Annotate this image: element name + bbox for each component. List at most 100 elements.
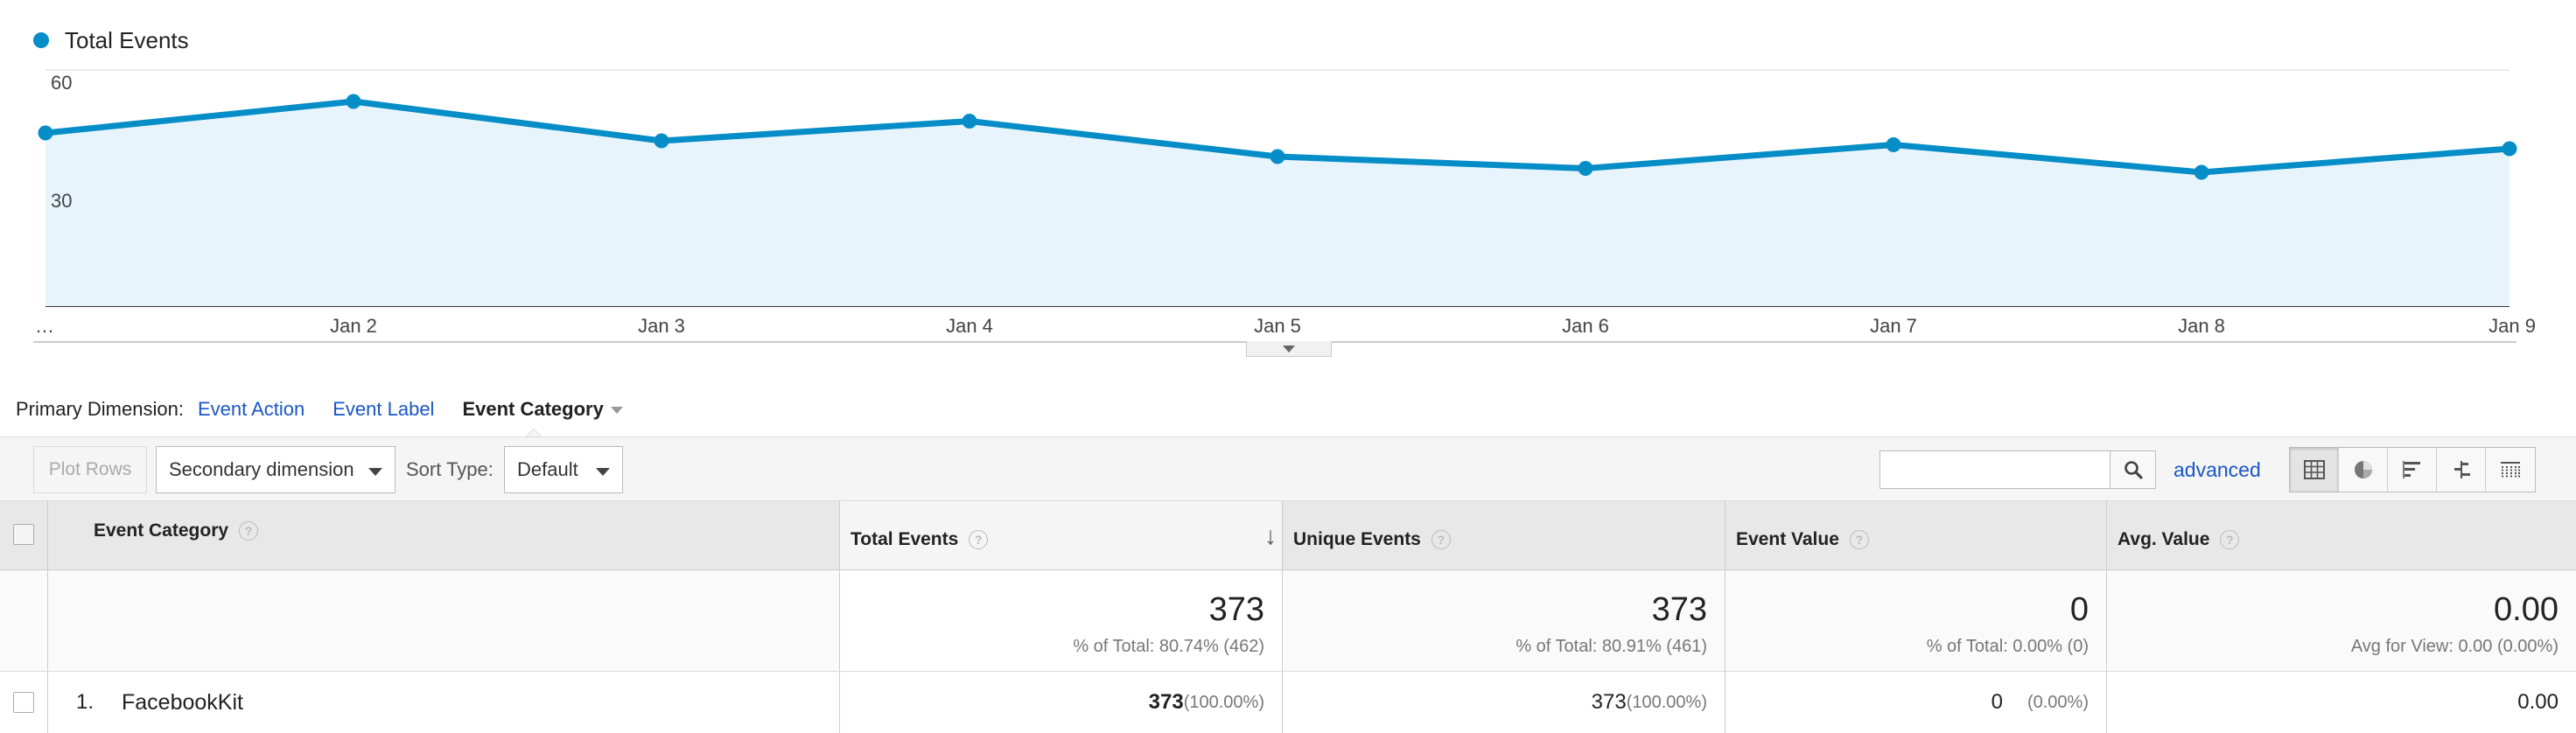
row-unique-events-value: 373	[1591, 690, 1627, 714]
x-tick-label-3: Jan 4	[946, 315, 993, 337]
header-dimension-cell[interactable]: Event Category ?	[48, 501, 840, 569]
caret-down-icon	[368, 468, 382, 476]
view-toggle-group	[2289, 447, 2536, 492]
help-icon[interactable]: ?	[969, 529, 989, 549]
y-tick-label-30: 30	[51, 190, 72, 212]
x-tick-label-8: Jan 9	[2488, 315, 2536, 337]
plot-rows-button[interactable]: Plot Rows	[33, 446, 147, 493]
row-unique-events-pct: (100.00%)	[1626, 692, 1707, 712]
totals-event-value-cell: 0 % of Total: 0.00% (0)	[1726, 570, 2107, 671]
header-event-category[interactable]: Event Category ?	[94, 496, 259, 565]
x-tick-label-7: Jan 8	[2178, 315, 2225, 337]
advanced-filter-link[interactable]: advanced	[2174, 457, 2261, 481]
row-dimension-cell: 1. FacebookKit	[48, 672, 840, 733]
chevron-down-icon	[1283, 345, 1295, 353]
chart-collapse-toggle[interactable]	[1246, 341, 1332, 357]
legend-label: Total Events	[65, 26, 189, 53]
legend-color-dot	[33, 32, 49, 48]
header-event-value-label: Event Value	[1736, 528, 1839, 549]
totals-total-events-value: 373	[1208, 591, 1264, 628]
data-point-5[interactable]	[1578, 161, 1593, 176]
header-total-events-label: Total Events	[850, 528, 959, 549]
table-view-icon	[2303, 460, 2325, 479]
data-point-6[interactable]	[1886, 137, 1901, 152]
data-point-2[interactable]	[654, 133, 669, 149]
data-point-1[interactable]	[346, 94, 361, 109]
sort-descending-icon[interactable]: ↓	[1264, 522, 1277, 549]
help-icon[interactable]: ?	[1431, 529, 1451, 549]
table-search	[1880, 450, 2110, 489]
primary-dimension-bar: Primary Dimension: Event Action Event La…	[16, 395, 623, 423]
y-tick-label-60: 60	[51, 72, 72, 94]
row-unique-events: 373 (100.00%)	[1592, 672, 1707, 733]
row-checkbox[interactable]	[13, 692, 34, 713]
row-index: 1.	[76, 690, 94, 714]
totals-total-events-cell: 373 % of Total: 80.74% (462)	[840, 570, 1283, 671]
help-icon[interactable]: ?	[239, 520, 259, 541]
sort-type-label: Sort Type:	[406, 458, 494, 480]
totals-unique-events-cell: 373 % of Total: 80.91% (461)	[1283, 570, 1726, 671]
explorer-table: Event Category ? Total Events ? ↓ Unique…	[0, 501, 2576, 733]
header-unique-events[interactable]: Unique Events ?	[1293, 505, 1451, 574]
x-tick-label-5: Jan 6	[1562, 315, 1609, 337]
performance-view-icon	[2402, 461, 2420, 478]
header-unique-events-cell[interactable]: Unique Events ?	[1283, 501, 1726, 569]
row-dimension-link[interactable]: FacebookKit	[122, 689, 243, 715]
row-event-value: 0 (0.00%)	[1992, 672, 2089, 733]
table-row: 1. FacebookKit 373 (100.00%) 373 (100.00%)…	[0, 672, 2576, 733]
chart-canvas: 60 30 … Jan 2 Jan 3 Jan 4 Jan 5 Jan 6 Jan 7 Jan …	[33, 69, 2536, 343]
header-avg-value[interactable]: Avg. Value ?	[2118, 505, 2240, 574]
header-total-events-cell[interactable]: Total Events ? ↓	[840, 501, 1283, 569]
x-tick-label-2: Jan 3	[638, 315, 685, 337]
totals-unique-events-value: 373	[1651, 591, 1707, 628]
pivot-view-icon	[2501, 462, 2520, 478]
row-total-events-pct: (100.00%)	[1183, 692, 1264, 712]
sort-type-select[interactable]: Default	[504, 446, 623, 493]
row-event-value-pct: (0.00%)	[2026, 692, 2089, 712]
data-point-7[interactable]	[2194, 164, 2209, 180]
pivot-view-button[interactable]	[2486, 448, 2535, 492]
totals-event-value-value: 0	[2069, 591, 2089, 628]
row-total-events: 373 (100.00%)	[1149, 672, 1264, 733]
data-point-0[interactable]	[38, 125, 53, 141]
row-event-value-cell: 0 (0.00%)	[1726, 672, 2107, 733]
header-event-value-cell[interactable]: Event Value ?	[1726, 501, 2107, 569]
row-avg-value: 0.00	[2517, 672, 2558, 733]
table-view-button[interactable]	[2290, 448, 2339, 492]
table-search-input[interactable]	[1880, 450, 2110, 489]
search-icon	[2124, 461, 2143, 479]
header-avg-value-cell[interactable]: Avg. Value ?	[2107, 501, 2576, 569]
comparison-view-button[interactable]	[2437, 448, 2486, 492]
line-chart: 60 30 … Jan 2 Jan 3 Jan 4 Jan 5 Jan 6 Jan 7 Jan …	[0, 0, 2576, 357]
secondary-dimension-label: Secondary dimension	[169, 458, 354, 480]
header-event-value[interactable]: Event Value ?	[1736, 505, 1869, 574]
help-icon[interactable]: ?	[2220, 529, 2240, 549]
row-checkbox-cell	[0, 672, 48, 733]
dimension-link-event-label[interactable]: Event Label	[332, 398, 435, 420]
x-tick-label-1: Jan 2	[330, 315, 377, 337]
secondary-dimension-select[interactable]: Secondary dimension	[156, 446, 396, 493]
totals-dimension-cell	[48, 570, 840, 671]
active-dimension-pointer	[525, 429, 542, 437]
totals-avg-value-cell: 0.00 Avg for View: 0.00 (0.00%)	[2107, 570, 2576, 671]
data-point-8[interactable]	[2502, 141, 2517, 157]
data-point-4[interactable]	[1270, 149, 1285, 164]
data-point-3[interactable]	[962, 114, 977, 129]
x-tick-label-4: Jan 5	[1254, 315, 1301, 337]
help-icon[interactable]: ?	[1849, 529, 1869, 549]
row-unique-events-cell: 373 (100.00%)	[1283, 672, 1726, 733]
header-checkbox-cell	[0, 501, 48, 569]
dimension-active-event-category[interactable]: Event Category	[462, 398, 604, 420]
caret-down-icon[interactable]	[610, 407, 623, 414]
totals-total-events-sub: % of Total: 80.74% (462)	[1073, 637, 1264, 656]
select-all-checkbox[interactable]	[13, 524, 34, 545]
search-button[interactable]	[2110, 450, 2156, 489]
performance-view-button[interactable]	[2388, 448, 2437, 492]
dimension-link-event-action[interactable]: Event Action	[197, 398, 305, 420]
pie-view-button[interactable]	[2339, 448, 2388, 492]
row-total-events-cell: 373 (100.00%)	[840, 672, 1283, 733]
x-tick-label-6: Jan 7	[1870, 315, 1917, 337]
primary-dimension-label: Primary Dimension:	[16, 398, 184, 420]
header-total-events[interactable]: Total Events ?	[850, 505, 989, 574]
chart-legend[interactable]: Total Events	[33, 25, 189, 55]
